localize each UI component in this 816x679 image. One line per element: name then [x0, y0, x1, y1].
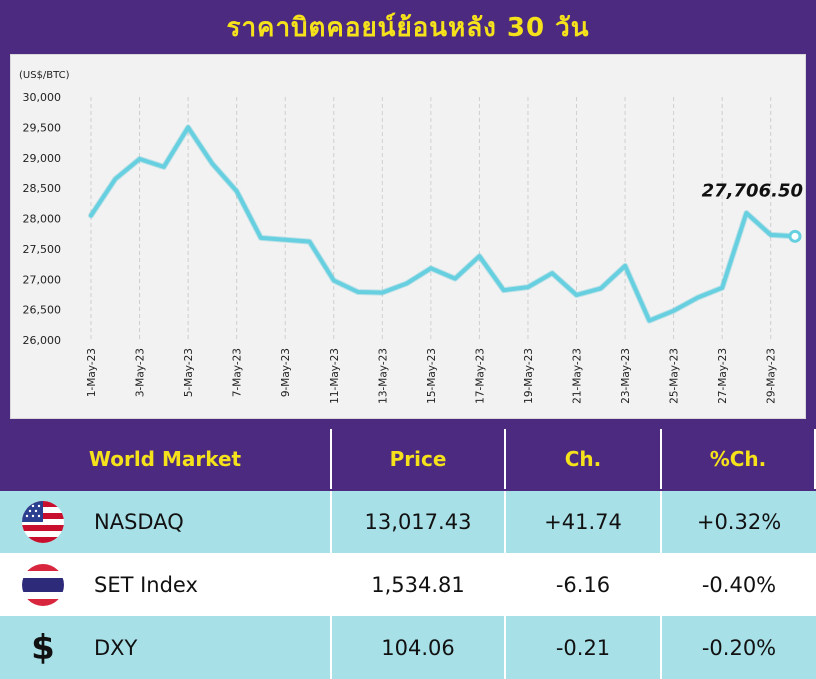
btc-line-chart: (US$/BTC) 1-May-23 3-May-23 5-May-23 7-May-2… [19, 70, 803, 404]
x-tick-label: 17-May-23 [474, 348, 486, 404]
y-tick-label: 27,500 [23, 243, 62, 256]
x-tick-label: 19-May-23 [523, 348, 535, 404]
x-tick-label: 23-May-23 [620, 348, 632, 404]
market-name-cell: SET Index [0, 553, 332, 616]
y-tick-label: 29,000 [23, 152, 62, 165]
table-row: SET Index 1,534.81 -6.16 -0.40% [0, 553, 816, 616]
y-tick-label: 28,000 [23, 213, 62, 226]
table-row: NASDAQ 13,017.43 +41.74 +0.32% [0, 491, 816, 553]
header-world-market: World Market [0, 429, 332, 489]
x-tick-label: 1-May-23 [86, 348, 98, 397]
x-tick-label: 9-May-23 [280, 348, 292, 397]
world-market-table: World Market Price Ch. %Ch. NASDAQ [0, 429, 816, 679]
x-tick-label: 21-May-23 [572, 348, 584, 404]
x-tick-label: 5-May-23 [183, 348, 195, 397]
market-name: DXY [94, 635, 138, 660]
x-tick-label: 11-May-23 [329, 348, 341, 404]
market-name: SET Index [94, 572, 198, 597]
us-flag-icon [22, 501, 64, 543]
price-cell: 13,017.43 [332, 491, 506, 553]
change-cell: -6.16 [506, 553, 662, 616]
last-value-label: 27,706.50 [702, 180, 803, 201]
header-price: Price [332, 429, 506, 489]
price-cell: 1,534.81 [332, 553, 506, 616]
last-data-point [788, 229, 802, 243]
x-tick-label: 7-May-23 [232, 348, 244, 397]
header-change: Ch. [506, 429, 662, 489]
change-cell: -0.21 [506, 616, 662, 679]
x-tick-label: 29-May-23 [766, 348, 778, 404]
x-tick-label: 3-May-23 [135, 348, 147, 397]
header-pct-change: %Ch. [662, 429, 816, 489]
y-tick-label: 28,500 [23, 182, 62, 195]
chart-panel: (US$/BTC) 1-May-23 3-May-23 5-May-23 7-May-2… [10, 54, 806, 419]
change-cell: +41.74 [506, 491, 662, 553]
x-tick-label: 15-May-23 [426, 348, 438, 404]
price-cell: 104.06 [332, 616, 506, 679]
market-name: NASDAQ [94, 510, 184, 534]
y-tick-label: 26,500 [23, 304, 62, 317]
x-tick-label: 27-May-23 [717, 348, 729, 404]
header-bar: ราคาบิตคอยน์ย้อนหลัง 30 วัน [0, 0, 816, 54]
x-tick-label: 13-May-23 [377, 348, 389, 404]
market-name-cell: NASDAQ [0, 491, 332, 553]
y-tick-label: 30,000 [23, 91, 62, 104]
market-name-cell: $ DXY [0, 616, 332, 679]
y-tick-label: 27,000 [23, 273, 62, 286]
y-unit-label: (US$/BTC) [19, 70, 70, 81]
y-tick-label: 29,500 [23, 121, 62, 134]
series-line-shadow [88, 124, 798, 324]
y-tick-label: 26,000 [23, 334, 62, 347]
pct-change-cell: +0.32% [696, 510, 782, 534]
x-tick-label: 25-May-23 [669, 348, 681, 404]
thai-flag-icon [22, 563, 64, 606]
pct-change-cell: -0.40% [701, 572, 777, 597]
pct-change-cell: -0.20% [701, 635, 777, 660]
page-title: ราคาบิตคอยน์ย้อนหลัง 30 วัน [226, 12, 590, 43]
dollar-icon: $ [31, 627, 55, 668]
table-header-row: World Market Price Ch. %Ch. [0, 429, 816, 489]
table-row: $ DXY 104.06 -0.21 -0.20% [0, 616, 816, 679]
series-line [89, 125, 797, 323]
